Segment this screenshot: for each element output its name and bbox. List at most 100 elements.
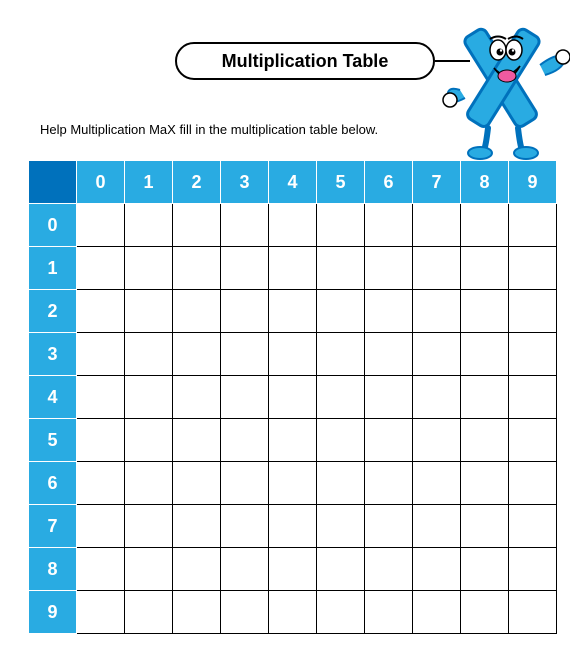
cell-9-7[interactable] <box>413 591 461 634</box>
cell-8-9[interactable] <box>509 548 557 591</box>
cell-4-7[interactable] <box>413 376 461 419</box>
cell-7-8[interactable] <box>461 505 509 548</box>
cell-1-8[interactable] <box>461 247 509 290</box>
cell-1-5[interactable] <box>317 247 365 290</box>
cell-8-5[interactable] <box>317 548 365 591</box>
cell-4-4[interactable] <box>269 376 317 419</box>
cell-1-7[interactable] <box>413 247 461 290</box>
cell-4-0[interactable] <box>77 376 125 419</box>
cell-2-5[interactable] <box>317 290 365 333</box>
cell-5-1[interactable] <box>125 419 173 462</box>
cell-2-2[interactable] <box>173 290 221 333</box>
cell-0-7[interactable] <box>413 204 461 247</box>
cell-7-5[interactable] <box>317 505 365 548</box>
cell-2-7[interactable] <box>413 290 461 333</box>
cell-0-0[interactable] <box>77 204 125 247</box>
cell-0-1[interactable] <box>125 204 173 247</box>
cell-2-1[interactable] <box>125 290 173 333</box>
cell-9-3[interactable] <box>221 591 269 634</box>
cell-1-3[interactable] <box>221 247 269 290</box>
cell-0-5[interactable] <box>317 204 365 247</box>
cell-8-1[interactable] <box>125 548 173 591</box>
cell-4-9[interactable] <box>509 376 557 419</box>
cell-1-0[interactable] <box>77 247 125 290</box>
cell-3-6[interactable] <box>365 333 413 376</box>
cell-8-8[interactable] <box>461 548 509 591</box>
cell-1-2[interactable] <box>173 247 221 290</box>
cell-5-2[interactable] <box>173 419 221 462</box>
cell-9-9[interactable] <box>509 591 557 634</box>
cell-3-8[interactable] <box>461 333 509 376</box>
cell-5-8[interactable] <box>461 419 509 462</box>
cell-9-2[interactable] <box>173 591 221 634</box>
cell-9-1[interactable] <box>125 591 173 634</box>
cell-6-6[interactable] <box>365 462 413 505</box>
cell-1-6[interactable] <box>365 247 413 290</box>
cell-6-1[interactable] <box>125 462 173 505</box>
cell-1-1[interactable] <box>125 247 173 290</box>
cell-5-3[interactable] <box>221 419 269 462</box>
cell-6-3[interactable] <box>221 462 269 505</box>
cell-5-7[interactable] <box>413 419 461 462</box>
cell-0-6[interactable] <box>365 204 413 247</box>
cell-5-6[interactable] <box>365 419 413 462</box>
cell-4-2[interactable] <box>173 376 221 419</box>
cell-9-5[interactable] <box>317 591 365 634</box>
cell-3-2[interactable] <box>173 333 221 376</box>
cell-6-0[interactable] <box>77 462 125 505</box>
cell-2-0[interactable] <box>77 290 125 333</box>
cell-8-6[interactable] <box>365 548 413 591</box>
cell-0-3[interactable] <box>221 204 269 247</box>
cell-9-8[interactable] <box>461 591 509 634</box>
cell-2-4[interactable] <box>269 290 317 333</box>
cell-3-5[interactable] <box>317 333 365 376</box>
cell-4-5[interactable] <box>317 376 365 419</box>
cell-6-4[interactable] <box>269 462 317 505</box>
cell-7-3[interactable] <box>221 505 269 548</box>
cell-3-0[interactable] <box>77 333 125 376</box>
cell-3-4[interactable] <box>269 333 317 376</box>
cell-7-4[interactable] <box>269 505 317 548</box>
cell-1-9[interactable] <box>509 247 557 290</box>
cell-7-2[interactable] <box>173 505 221 548</box>
cell-4-1[interactable] <box>125 376 173 419</box>
cell-6-9[interactable] <box>509 462 557 505</box>
cell-8-0[interactable] <box>77 548 125 591</box>
cell-0-4[interactable] <box>269 204 317 247</box>
cell-2-8[interactable] <box>461 290 509 333</box>
cell-4-3[interactable] <box>221 376 269 419</box>
cell-2-3[interactable] <box>221 290 269 333</box>
cell-4-8[interactable] <box>461 376 509 419</box>
cell-6-7[interactable] <box>413 462 461 505</box>
cell-9-0[interactable] <box>77 591 125 634</box>
cell-5-4[interactable] <box>269 419 317 462</box>
cell-8-3[interactable] <box>221 548 269 591</box>
cell-0-9[interactable] <box>509 204 557 247</box>
cell-8-2[interactable] <box>173 548 221 591</box>
cell-1-4[interactable] <box>269 247 317 290</box>
cell-2-6[interactable] <box>365 290 413 333</box>
cell-7-1[interactable] <box>125 505 173 548</box>
cell-7-0[interactable] <box>77 505 125 548</box>
cell-0-2[interactable] <box>173 204 221 247</box>
cell-7-6[interactable] <box>365 505 413 548</box>
cell-6-2[interactable] <box>173 462 221 505</box>
cell-7-9[interactable] <box>509 505 557 548</box>
cell-5-5[interactable] <box>317 419 365 462</box>
cell-3-7[interactable] <box>413 333 461 376</box>
cell-3-1[interactable] <box>125 333 173 376</box>
cell-9-6[interactable] <box>365 591 413 634</box>
cell-6-5[interactable] <box>317 462 365 505</box>
cell-8-4[interactable] <box>269 548 317 591</box>
cell-0-8[interactable] <box>461 204 509 247</box>
cell-9-4[interactable] <box>269 591 317 634</box>
cell-4-6[interactable] <box>365 376 413 419</box>
cell-8-7[interactable] <box>413 548 461 591</box>
cell-3-9[interactable] <box>509 333 557 376</box>
cell-2-9[interactable] <box>509 290 557 333</box>
cell-6-8[interactable] <box>461 462 509 505</box>
cell-7-7[interactable] <box>413 505 461 548</box>
cell-3-3[interactable] <box>221 333 269 376</box>
cell-5-9[interactable] <box>509 419 557 462</box>
cell-5-0[interactable] <box>77 419 125 462</box>
